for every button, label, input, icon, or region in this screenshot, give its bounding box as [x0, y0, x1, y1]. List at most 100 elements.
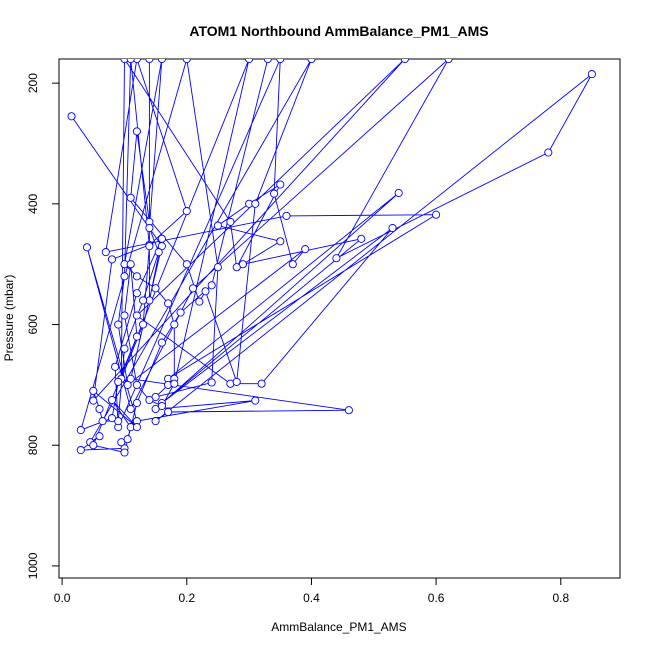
data-point [126, 260, 135, 269]
data-point [213, 263, 222, 272]
data-point [232, 377, 241, 386]
data-point [111, 362, 120, 371]
x-tick-label: 0.8 [552, 591, 569, 605]
data-point [107, 414, 117, 423]
data-point [151, 417, 160, 426]
data-point [120, 272, 129, 281]
data-point [432, 210, 441, 219]
data-point [263, 59, 272, 64]
data-point [107, 395, 117, 405]
data-point [139, 296, 148, 305]
data-point [157, 338, 166, 347]
data-point [251, 199, 260, 208]
data-point [157, 234, 166, 243]
data-point [195, 297, 204, 306]
data-point [101, 248, 110, 257]
data-point [157, 59, 166, 64]
data-point [98, 417, 107, 426]
data-point [132, 127, 141, 136]
data-point [123, 435, 132, 444]
data-point [182, 207, 191, 216]
data-point [344, 406, 353, 415]
data-point [123, 380, 132, 389]
data-point [76, 446, 85, 455]
y-tick-label: 600 [26, 314, 40, 334]
data-point [145, 395, 154, 405]
data-point [207, 378, 216, 387]
data-point [388, 223, 397, 233]
x-tick-label: 0.4 [303, 591, 320, 605]
data-point [282, 211, 291, 220]
data-point [444, 59, 453, 64]
data-point [332, 254, 341, 263]
data-point [132, 332, 141, 341]
data-point [132, 398, 141, 408]
data-point [182, 260, 191, 269]
x-tick-label: 0.2 [178, 591, 195, 605]
data-point [76, 426, 85, 435]
data-point [114, 320, 123, 329]
y-tick-label: 800 [26, 435, 40, 455]
data-point [587, 70, 596, 79]
data-point [188, 284, 198, 293]
data-point [145, 59, 154, 64]
data-point [132, 289, 141, 298]
data-point [226, 217, 235, 226]
series-layer [67, 59, 596, 457]
y-axis: 200 400 600 800 1000 [26, 73, 60, 579]
data-point [394, 188, 403, 198]
y-tick-label: 1000 [26, 552, 40, 579]
data-point [154, 248, 163, 257]
data-point [257, 379, 266, 388]
data-point [170, 320, 179, 329]
data-point [82, 243, 92, 252]
data-point [170, 379, 179, 388]
data-point [132, 272, 141, 281]
data-point [288, 260, 297, 269]
data-point [145, 242, 154, 251]
data-point [89, 396, 98, 405]
x-tick-label: 0.0 [54, 591, 71, 605]
y-tick-label: 400 [26, 194, 40, 214]
data-point [120, 344, 129, 353]
data-point [151, 284, 160, 293]
data-point [232, 263, 241, 272]
data-point [67, 112, 76, 121]
data-point [126, 193, 135, 202]
data-point [139, 320, 148, 329]
data-point [145, 223, 154, 233]
data-point [301, 245, 310, 254]
data-point [157, 401, 166, 411]
x-tick-label: 0.6 [428, 591, 445, 605]
data-point [132, 311, 141, 320]
data-point [400, 59, 409, 64]
data-point [176, 308, 185, 317]
series-line [71, 59, 593, 454]
data-point [357, 234, 366, 243]
data-point [276, 180, 285, 189]
data-point [114, 377, 123, 386]
data-point [120, 448, 129, 457]
x-axis-label: AmmBalance_PM1_AMS [271, 620, 406, 634]
data-point [120, 311, 129, 320]
data-point [276, 59, 285, 64]
data-point [207, 281, 216, 290]
data-point [107, 255, 117, 264]
x-axis: 0.0 0.2 0.4 0.6 0.8 [54, 577, 569, 605]
chart-title: ATOM1 Northbound AmmBalance_PM1_AMS [189, 23, 488, 39]
data-point [544, 148, 553, 157]
data-point [276, 237, 285, 246]
data-point [270, 189, 279, 198]
y-axis-label: Pressure (mbar) [2, 275, 16, 362]
data-point [95, 432, 104, 441]
data-point [132, 423, 141, 432]
data-point [95, 404, 104, 414]
data-point [251, 396, 260, 405]
data-point [245, 59, 254, 64]
data-point [164, 299, 173, 308]
data-point [89, 441, 98, 450]
data-point [307, 59, 316, 64]
data-point [126, 404, 135, 414]
data-point [201, 287, 210, 296]
